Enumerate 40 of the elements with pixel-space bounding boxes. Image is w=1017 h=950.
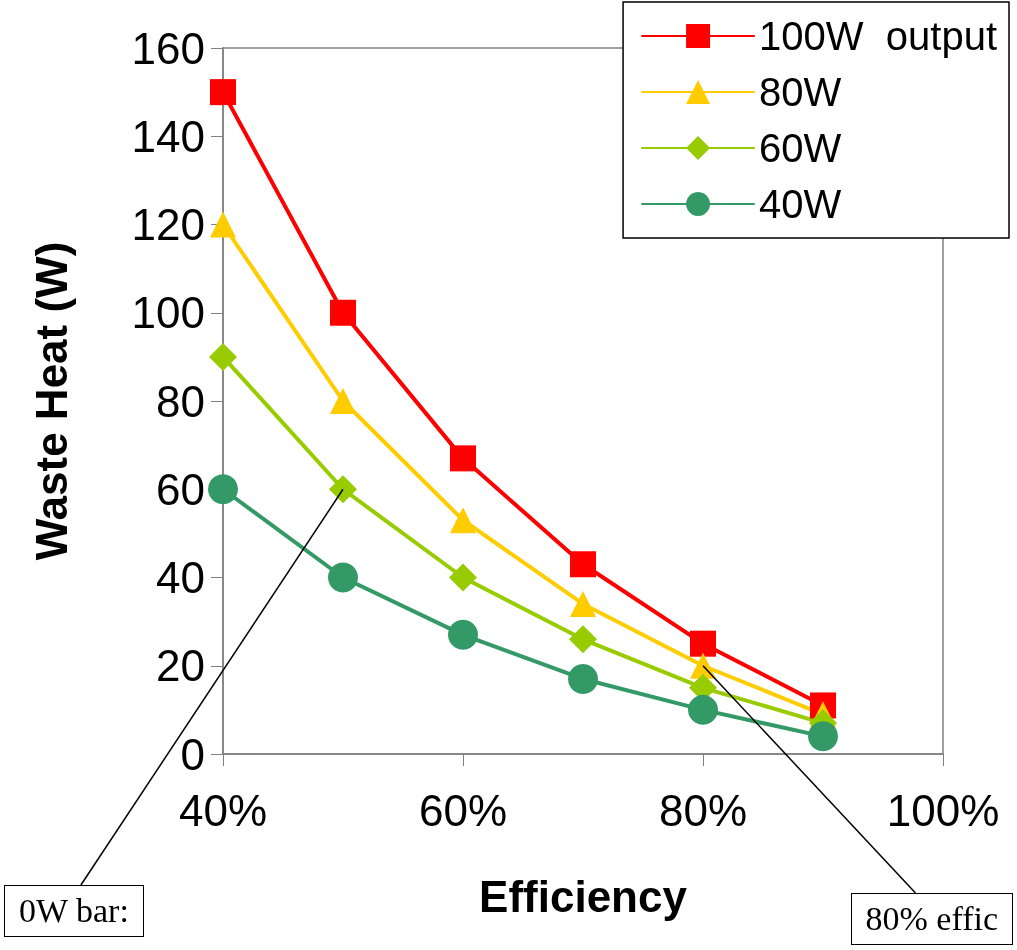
point: [330, 299, 356, 326]
point: [329, 475, 357, 504]
point: [328, 562, 358, 593]
point: [690, 630, 716, 657]
annotation: 0W bar:: [4, 885, 144, 937]
point: [449, 563, 477, 592]
point: [450, 507, 476, 534]
y-tick-label: 20: [156, 641, 205, 691]
legend-label: 100W output: [759, 14, 998, 58]
y-tick-label: 140: [131, 111, 205, 161]
y-tick-label: 160: [131, 23, 205, 73]
y-tick-label: 100: [131, 288, 205, 338]
legend-label: 60W: [759, 126, 842, 170]
point: [688, 694, 718, 725]
legend-label: 40W: [759, 182, 842, 226]
annotation: 80% effic: [850, 893, 1013, 945]
point: [450, 445, 476, 472]
point: [570, 590, 596, 617]
point: [570, 551, 596, 578]
x-tick-label: 60%: [418, 785, 508, 835]
point: [448, 619, 478, 650]
y-tick-label: 60: [156, 464, 205, 514]
point: [330, 388, 356, 414]
legend-label: 80W: [759, 70, 842, 114]
x-tick-label: 80%: [658, 785, 748, 835]
x-tick-label: 40%: [178, 785, 268, 835]
point: [208, 474, 238, 505]
y-tick-label: 0: [180, 729, 205, 779]
point: [568, 663, 598, 694]
y-tick-label: 80: [156, 376, 205, 426]
point: [209, 342, 237, 371]
point: [210, 79, 236, 106]
y-tick-label: 120: [131, 200, 205, 249]
x-tick-label: 100%: [886, 785, 1000, 835]
y-axis-title: Waste Heat (W): [26, 241, 76, 561]
point: [569, 625, 597, 654]
y-tick-label: 40: [156, 553, 205, 602]
point: [808, 721, 838, 752]
x-axis-title: Efficiency: [479, 871, 688, 921]
point: [210, 211, 236, 238]
